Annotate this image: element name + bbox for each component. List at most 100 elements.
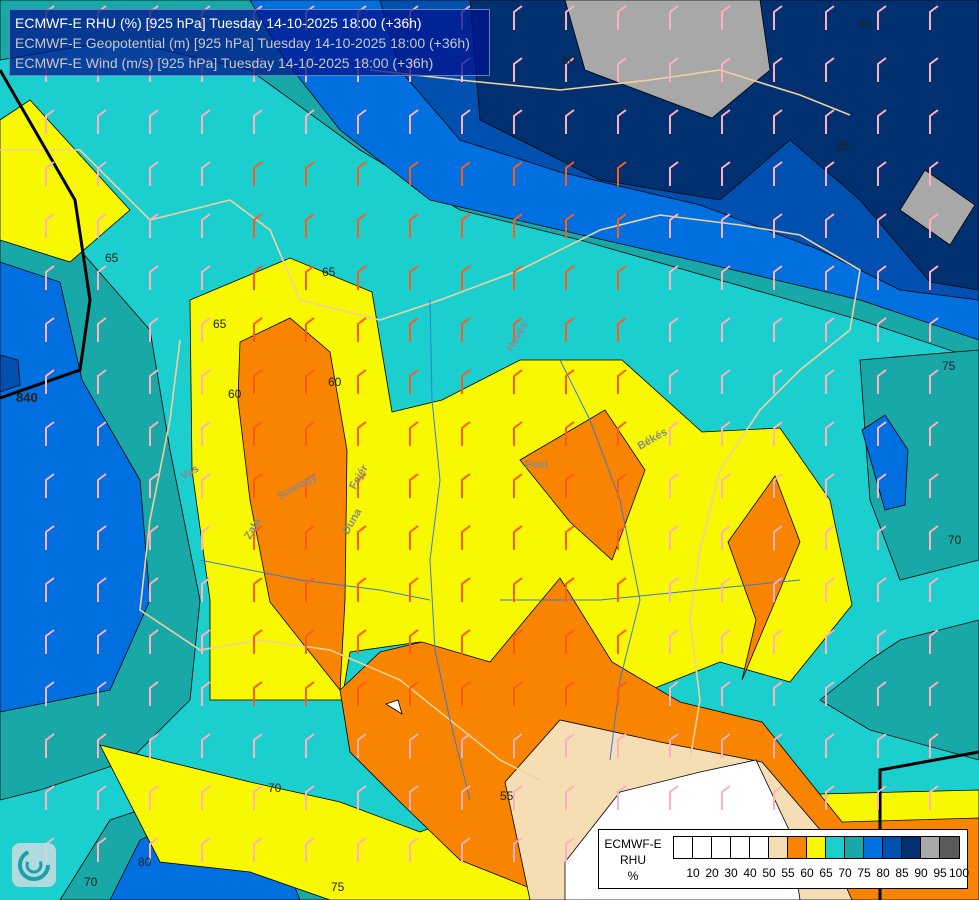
legend-label: 10 bbox=[686, 866, 700, 880]
wind-barb bbox=[149, 681, 159, 706]
legend-label: 30 bbox=[724, 866, 738, 880]
legend-color-boxes bbox=[673, 836, 960, 859]
wind-barb bbox=[45, 161, 55, 186]
contour-label: 85 bbox=[836, 139, 850, 153]
wind-barb bbox=[929, 369, 939, 394]
rhu-55-60-south bbox=[339, 577, 979, 900]
wind-barb bbox=[877, 681, 887, 706]
rhu-60-65-main bbox=[189, 257, 853, 701]
wind-barb bbox=[513, 525, 523, 550]
legend-label: 70 bbox=[838, 866, 852, 880]
wind-barb bbox=[877, 629, 887, 654]
wind-barb bbox=[825, 161, 835, 186]
wind-barb bbox=[721, 785, 731, 810]
wind-barb bbox=[773, 5, 783, 30]
wind-barb bbox=[409, 421, 419, 446]
wind-barb bbox=[513, 317, 523, 342]
wind-barb bbox=[461, 681, 471, 706]
wind-barb bbox=[773, 369, 783, 394]
legend-swatch bbox=[769, 837, 788, 858]
wind-barb bbox=[253, 317, 263, 342]
wind-barb bbox=[149, 369, 159, 394]
wind-barb bbox=[617, 161, 627, 186]
contour-label: 80 bbox=[858, 17, 872, 31]
wind-barb bbox=[513, 629, 523, 654]
wind-barb bbox=[773, 317, 783, 342]
wind-barb bbox=[305, 837, 315, 862]
wind-barb bbox=[409, 473, 419, 498]
wind-barb bbox=[877, 473, 887, 498]
wind-barb bbox=[721, 109, 731, 134]
wind-barb bbox=[565, 629, 575, 654]
wind-barb bbox=[461, 629, 471, 654]
wind-barb bbox=[97, 525, 107, 550]
wind-barb bbox=[357, 785, 367, 810]
wind-barb bbox=[669, 5, 679, 30]
wind-barb bbox=[721, 525, 731, 550]
wind-barb bbox=[201, 785, 211, 810]
wind-barb bbox=[669, 57, 679, 82]
wind-barb bbox=[565, 681, 575, 706]
contour-label: 60 bbox=[562, 53, 576, 67]
wind-barb bbox=[929, 57, 939, 82]
wind-barb bbox=[773, 265, 783, 290]
wind-barb bbox=[201, 629, 211, 654]
wind-barb bbox=[253, 629, 263, 654]
wind-barb bbox=[97, 681, 107, 706]
wind-barb bbox=[305, 265, 315, 290]
wind-barb bbox=[513, 265, 523, 290]
wind-barb bbox=[305, 369, 315, 394]
wind-barb bbox=[409, 109, 419, 134]
wind-barb bbox=[357, 733, 367, 758]
wind-barb bbox=[825, 577, 835, 602]
wind-barb bbox=[149, 577, 159, 602]
wind-barb bbox=[45, 369, 55, 394]
legend-swatch bbox=[674, 837, 693, 858]
contour-label: 65 bbox=[105, 251, 119, 265]
legend-swatch bbox=[807, 837, 826, 858]
wind-barb bbox=[97, 317, 107, 342]
wind-barb bbox=[461, 109, 471, 134]
wind-barb bbox=[617, 577, 627, 602]
legend-variable: RHU bbox=[620, 853, 646, 867]
wind-barb bbox=[409, 317, 419, 342]
wind-barb bbox=[149, 317, 159, 342]
wind-barb bbox=[721, 369, 731, 394]
wind-barb bbox=[305, 109, 315, 134]
wind-barb bbox=[201, 369, 211, 394]
wind-barb bbox=[513, 577, 523, 602]
wind-barb bbox=[409, 629, 419, 654]
wind-barb bbox=[45, 629, 55, 654]
wind-barb bbox=[253, 265, 263, 290]
wind-barb bbox=[45, 421, 55, 446]
wind-barb bbox=[721, 161, 731, 186]
title-box: ECMWF-E RHU (%) [925 hPa] Tuesday 14-10-… bbox=[9, 9, 490, 76]
wind-barb bbox=[513, 369, 523, 394]
wind-barb bbox=[201, 733, 211, 758]
wind-barb bbox=[721, 629, 731, 654]
wind-barb bbox=[877, 369, 887, 394]
wind-barb bbox=[357, 577, 367, 602]
rhu-90-95-a bbox=[564, 0, 771, 119]
wind-barb bbox=[513, 213, 523, 238]
wind-barb bbox=[877, 421, 887, 446]
legend-swatch bbox=[693, 837, 712, 858]
wind-barb bbox=[565, 525, 575, 550]
wind-barb bbox=[201, 837, 211, 862]
wind-barb bbox=[825, 681, 835, 706]
wind-barb bbox=[669, 473, 679, 498]
wind-barb bbox=[305, 577, 315, 602]
wind-barb bbox=[513, 5, 523, 30]
contour-label: 65 bbox=[213, 317, 227, 331]
title-rhu: ECMWF-E RHU (%) [925 hPa] Tuesday 14-10-… bbox=[15, 15, 422, 31]
wind-barb bbox=[357, 473, 367, 498]
wind-barb bbox=[825, 785, 835, 810]
rhu-70-75-mid-right bbox=[859, 349, 979, 581]
wind-barb bbox=[929, 161, 939, 186]
wind-barb bbox=[461, 265, 471, 290]
wind-barb bbox=[825, 57, 835, 82]
wind-barb bbox=[877, 109, 887, 134]
wind-barb bbox=[253, 681, 263, 706]
wind-barb bbox=[45, 317, 55, 342]
